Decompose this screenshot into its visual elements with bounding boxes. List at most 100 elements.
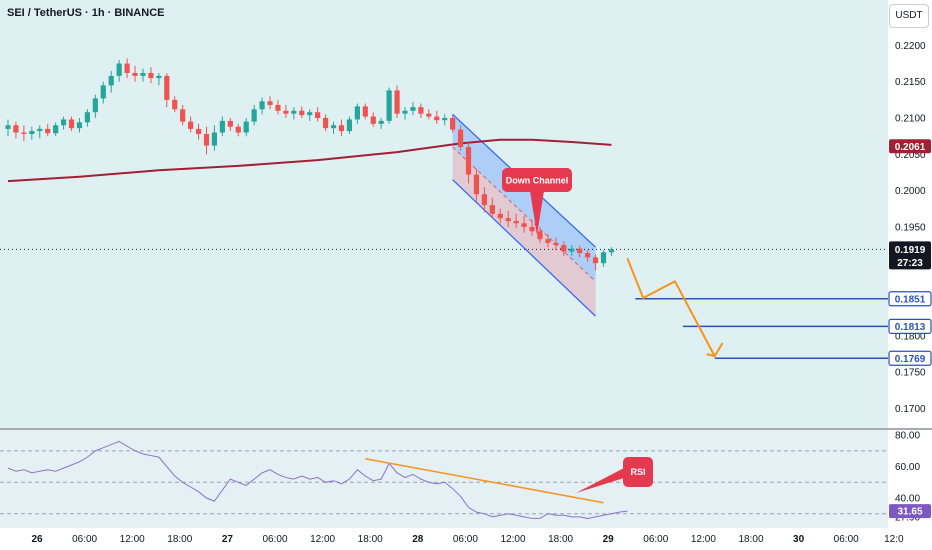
candle-body (45, 128, 51, 134)
target-price-tag: 0.1851 (888, 291, 932, 307)
candle-body (600, 252, 607, 264)
target-price-tag-bg (888, 291, 932, 307)
price-tick-label: 0.1950 (895, 222, 926, 233)
candle-body (188, 121, 194, 129)
target-levels (635, 298, 888, 360)
candle-body (291, 110, 297, 114)
candle-body (354, 106, 360, 120)
ma-price-tag-bg (889, 139, 931, 154)
time-tick-label: 26 (31, 534, 43, 545)
candle-body (402, 110, 408, 114)
candle-body (172, 99, 178, 110)
rsi-tick-label: 60.00 (895, 462, 920, 473)
candle-body (164, 75, 170, 100)
candle-body (68, 119, 75, 129)
candle-body (537, 231, 543, 240)
time-tick-label: 12:00 (120, 534, 145, 545)
candle-body (426, 113, 432, 117)
target-price-tag: 0.1769 (888, 350, 932, 366)
candle-body (92, 98, 98, 113)
candle-body (529, 226, 535, 232)
time-tick-label: 12:00 (310, 534, 335, 545)
candle-body (227, 120, 233, 127)
candle-body (307, 112, 313, 116)
candle-body (378, 120, 384, 124)
time-tick-label: 06:00 (453, 534, 478, 545)
rsi-value-tag: 31.65 (889, 504, 931, 519)
rsi-tick-label: 40.00 (895, 494, 920, 505)
currency-button[interactable]: USDT (889, 4, 929, 28)
candle-body (370, 116, 376, 124)
candle-body (394, 90, 400, 114)
price-tick-label: 0.1800 (895, 331, 926, 342)
ma-price-tag: 0.2061 (889, 139, 931, 154)
candle-body (13, 125, 19, 133)
price-tick-label: 0.1750 (895, 368, 926, 379)
candle-body (434, 116, 440, 121)
candle-body (251, 109, 257, 122)
candle-body (211, 132, 218, 146)
channel-fill-upper (452, 114, 596, 282)
candle-body (465, 147, 472, 175)
candle-body (553, 242, 559, 246)
price-tags: 0.2061 0.1919 27:23 0.1851 0.1813 0.1769 31.65 (888, 139, 932, 519)
rsi-line (7, 440, 628, 519)
target-price-tag: 0.1813 (888, 318, 932, 334)
candle-body (219, 120, 225, 133)
main-pane-bg (0, 0, 888, 428)
candle-body (362, 106, 368, 117)
price-tick-label: 0.2050 (895, 150, 926, 161)
rsi-value-tag-bg (889, 504, 931, 519)
candle-body (132, 72, 138, 76)
rsi-pane-bg (0, 430, 888, 528)
target-price-text: 0.1769 (895, 354, 926, 365)
candle-body (180, 109, 186, 122)
candle-body (275, 104, 281, 111)
time-tick-label: 28 (412, 534, 424, 545)
candle-body (577, 248, 583, 254)
time-tick-label: 30 (793, 534, 805, 545)
candle-body (545, 239, 551, 243)
price-tick-label: 0.1700 (895, 404, 926, 415)
candle-body (100, 85, 106, 99)
candle-body (84, 112, 90, 123)
candles (5, 58, 615, 271)
candle-body (53, 125, 59, 134)
rsi-callout-label: RSI (630, 467, 645, 477)
candle-body (124, 63, 130, 73)
candle-body (497, 213, 503, 219)
candle-body (283, 110, 289, 114)
candle-body (481, 194, 487, 206)
candle-body (585, 253, 591, 258)
channel-lower-line (452, 179, 596, 317)
current-price-tag: 0.1919 27:23 (889, 241, 931, 270)
candle-body (60, 119, 67, 126)
time-tick-label: 12:00 (691, 534, 716, 545)
candle-body (418, 107, 424, 114)
candle-body (457, 129, 464, 148)
target-price-tag-bg (888, 318, 932, 334)
candle-body (259, 101, 265, 110)
rsi-divergence-line (365, 457, 604, 504)
candle-body (561, 245, 567, 252)
candle-body (108, 75, 114, 86)
candle-body (608, 249, 615, 253)
candle-body (37, 128, 43, 132)
candle-body (386, 90, 392, 121)
price-tick-label: 0.2200 (895, 41, 926, 52)
candle-body (442, 118, 448, 121)
price-tick-label: 0.2000 (895, 186, 926, 197)
candle-body (473, 174, 480, 195)
moving-average-line (7, 138, 612, 183)
candle-body (338, 125, 345, 132)
time-tick-label: 27 (222, 534, 234, 545)
rsi-tick-label: 80.00 (895, 431, 920, 442)
candle-body (76, 122, 83, 129)
candle-body (243, 121, 249, 133)
candle-body (156, 75, 162, 79)
candle-body (203, 133, 210, 146)
candle-body (235, 126, 241, 133)
candle-body (450, 118, 456, 130)
current-price-text: 0.1919 (895, 245, 926, 256)
